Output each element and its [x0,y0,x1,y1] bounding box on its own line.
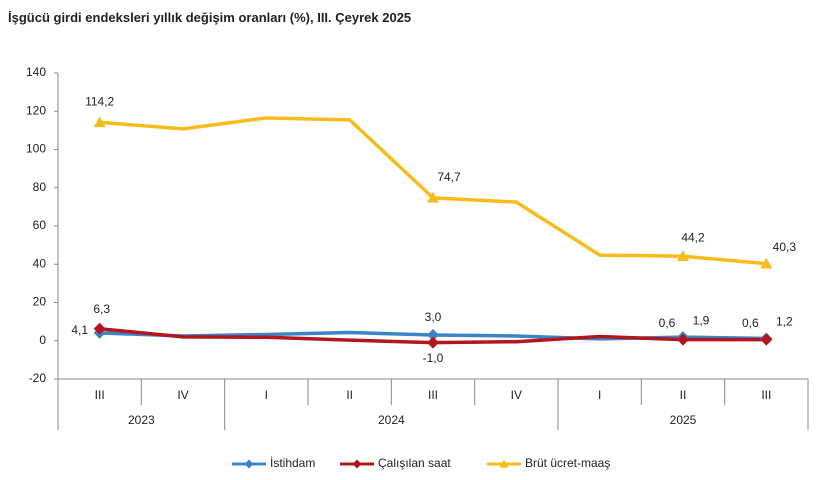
x-group-label: 2024 [378,413,405,427]
data-label: -1,0 [423,351,444,365]
x-tick-label: I [265,388,268,402]
marker [677,333,689,346]
y-tick-label: 60 [33,218,47,232]
y-tick-label: 100 [26,142,46,156]
y-tick-label: -20 [29,371,47,385]
marker [760,257,773,269]
data-label: 40,3 [773,240,797,254]
series-line [99,116,767,266]
legend-label: İstihdam [270,456,315,470]
data-label: 6,3 [93,302,110,316]
x-tick-label: III [761,388,771,402]
data-label: 44,2 [681,230,705,244]
x-tick-label: II [680,388,687,402]
legend-marker [244,459,254,469]
x-group-label: 2025 [670,413,697,427]
x-group-label: 2023 [128,413,155,427]
y-tick-label: 140 [26,65,46,79]
x-tick-label: II [346,388,353,402]
legend-label: Çalışılan saat [378,456,451,470]
marker [677,250,689,262]
data-label: 1,9 [693,313,710,327]
data-label: 0,6 [742,316,759,330]
legend-marker [352,459,362,469]
marker [760,333,773,346]
marker [93,116,106,128]
data-label: 1,2 [776,315,793,329]
y-tick-label: 20 [33,295,47,309]
y-tick-label: 120 [26,103,46,117]
y-tick-label: 40 [33,256,47,270]
data-label: 4,1 [71,323,88,337]
x-tick-label: I [598,388,601,402]
marker [427,329,439,342]
x-tick-label: IV [511,388,522,402]
x-tick-label: III [95,388,105,402]
legend-label: Brüt ücret-maaş [525,456,610,470]
data-label: 74,7 [437,170,461,184]
marker [93,322,106,335]
y-tick-label: 0 [39,333,46,347]
data-label: 0,6 [659,316,676,330]
data-label: 3,0 [425,310,442,324]
y-tick-label: 80 [33,180,47,194]
x-tick-label: III [428,388,438,402]
marker [427,336,439,349]
data-label: 114,2 [85,95,114,109]
x-tick-label: IV [177,388,188,402]
legend-marker [499,459,509,468]
chart-title: İşgücü girdi endeksleri yıllık değişim o… [8,10,411,25]
marker [427,191,439,203]
